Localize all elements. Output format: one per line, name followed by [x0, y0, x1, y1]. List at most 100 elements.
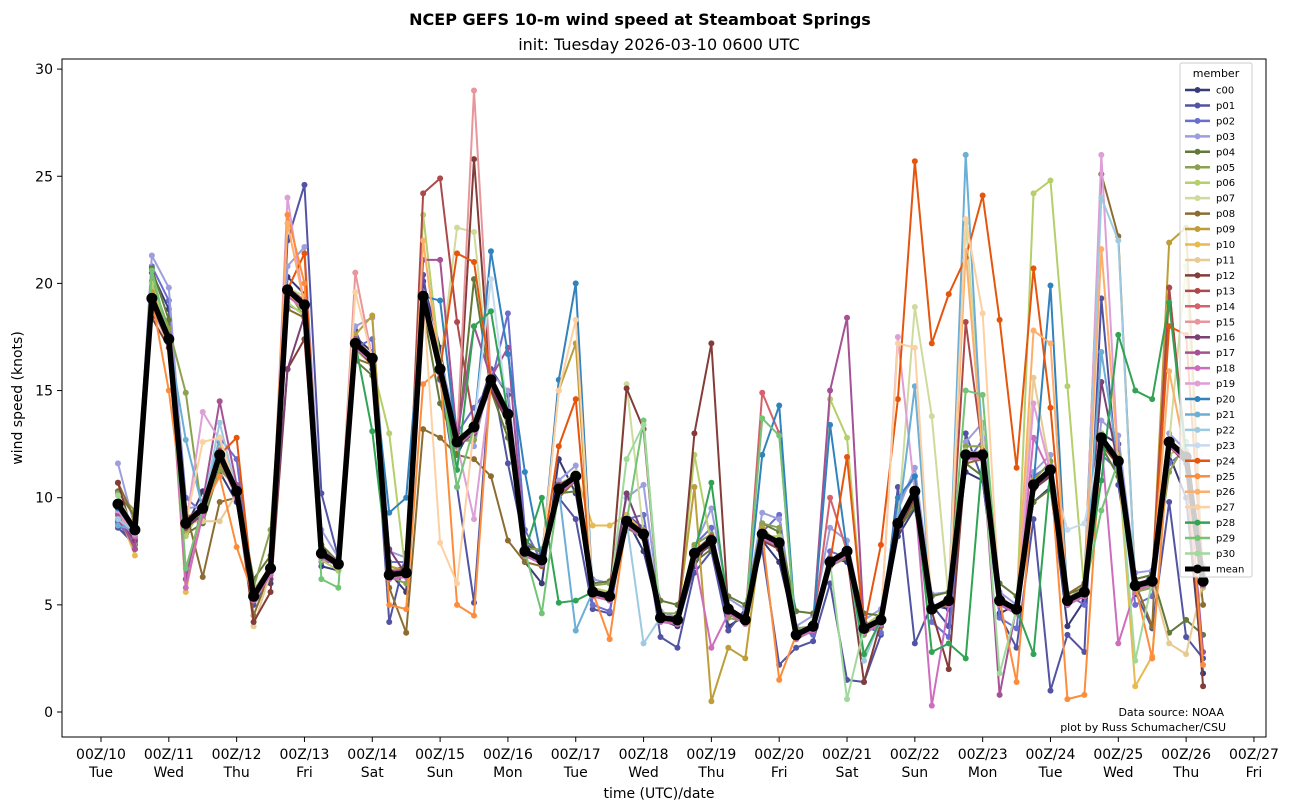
mean-point [197, 502, 209, 514]
series-point-p17 [437, 256, 444, 263]
legend-swatch-marker [1194, 303, 1201, 310]
series-point-p22 [1115, 237, 1122, 244]
legend-item-p17: p17 [1185, 348, 1235, 359]
mean-layer [112, 284, 1209, 641]
legend-label: p12 [1216, 271, 1235, 282]
legend-swatch-marker [1194, 148, 1201, 155]
series-point-p26 [284, 220, 291, 227]
series-point-p27 [199, 438, 206, 445]
series-point-p20 [403, 494, 410, 501]
series-point-p30 [114, 492, 121, 499]
legend-swatch-marker [1194, 164, 1201, 171]
series-point-p15 [471, 87, 478, 94]
series-point-p28 [369, 428, 376, 435]
legend-label: p21 [1216, 410, 1235, 421]
series-point-p04 [1183, 616, 1190, 623]
series-point-p09 [708, 698, 715, 705]
series-point-p05 [759, 520, 766, 527]
legend-item-p29: p29 [1185, 534, 1235, 545]
legend-swatch-marker [1194, 365, 1201, 372]
series-point-p26 [1098, 246, 1105, 253]
series-point-p24 [996, 316, 1003, 323]
series-point-p27 [352, 288, 359, 295]
series-point-p09 [369, 312, 376, 319]
series-point-p25 [386, 601, 393, 608]
series-point-p21 [182, 436, 189, 443]
series-point-p03 [640, 481, 647, 488]
legend-label: p01 [1216, 101, 1235, 112]
series-point-p24 [471, 258, 478, 265]
mean-point [1163, 436, 1175, 448]
series-point-p30 [640, 421, 647, 428]
legend-item-p27: p27 [1185, 503, 1235, 514]
series-point-p01 [1047, 687, 1054, 694]
series-point-p07 [454, 224, 461, 231]
legend-label: p22 [1216, 425, 1235, 436]
series-point-p25 [471, 612, 478, 619]
x-tick-label-day: Thu [1172, 765, 1199, 781]
series-point-p24 [911, 158, 918, 165]
legend-item-p20: p20 [1185, 395, 1235, 406]
mean-point [349, 337, 361, 349]
mean-point [773, 537, 785, 549]
series-point-p02 [606, 608, 613, 615]
series-point-p01 [504, 460, 511, 467]
series-point-p24 [1013, 464, 1020, 471]
legend-title: member [1193, 67, 1240, 80]
series-point-p10 [1132, 683, 1139, 690]
series-point-p12 [623, 385, 630, 392]
series-point-p28 [1166, 299, 1173, 306]
mean-point [977, 449, 989, 461]
mean-point [468, 421, 480, 433]
x-tick-label-day: Mon [968, 765, 998, 781]
legend-label: p13 [1216, 286, 1235, 297]
series-point-p02 [928, 618, 935, 625]
mean-point [943, 595, 955, 607]
mean-point [214, 449, 226, 461]
legend-label: mean [1216, 564, 1244, 575]
mean-point [790, 629, 802, 641]
series-point-p01 [1030, 516, 1037, 523]
x-tick-label-time: 00Z/25 [1093, 747, 1143, 763]
legend-item-p06: p06 [1185, 178, 1235, 189]
series-point-p03 [827, 524, 834, 531]
legend-swatch-marker [1194, 396, 1201, 402]
chart-title: NCEP GEFS 10-m wind speed at Steamboat S… [409, 10, 871, 29]
series-point-p30 [623, 456, 630, 463]
series-point-p01 [793, 644, 800, 651]
series-point-p01 [386, 618, 393, 625]
legend-item-p23: p23 [1185, 441, 1235, 452]
series-point-p08 [403, 629, 410, 636]
mean-point [994, 595, 1006, 607]
legend-label: p11 [1216, 255, 1235, 266]
series-point-p08 [216, 498, 223, 505]
mean-point [451, 436, 463, 448]
mean-point [960, 449, 972, 461]
series-point-p30 [996, 670, 1003, 677]
mean-point [536, 554, 548, 566]
legend-label: p16 [1216, 333, 1235, 344]
series-point-p28 [1115, 331, 1122, 338]
legend-label: p15 [1216, 317, 1235, 328]
mean-point [180, 517, 192, 529]
series-point-p13 [420, 190, 427, 197]
series-point-p19 [471, 516, 478, 523]
series-point-p10 [589, 522, 596, 529]
legend-item-p22: p22 [1185, 425, 1235, 436]
legend-swatch-marker [1194, 426, 1201, 433]
x-tick-label-day: Tue [88, 765, 113, 781]
legend-swatch-marker [1194, 272, 1201, 279]
series-point-p29 [962, 387, 969, 394]
series-point-p23 [487, 276, 494, 283]
series-point-p25 [776, 676, 783, 683]
series-point-p09 [691, 483, 698, 490]
mean-point [807, 620, 819, 632]
legend-label: p14 [1216, 302, 1235, 313]
legend-item-p16: p16 [1185, 333, 1235, 344]
series-point-p12 [1200, 683, 1207, 690]
series-point-p14 [827, 494, 834, 501]
series-point-p29 [148, 267, 155, 274]
legend-item-p03: p03 [1185, 132, 1235, 143]
mean-point [298, 299, 310, 311]
series-point-p21 [114, 522, 121, 529]
